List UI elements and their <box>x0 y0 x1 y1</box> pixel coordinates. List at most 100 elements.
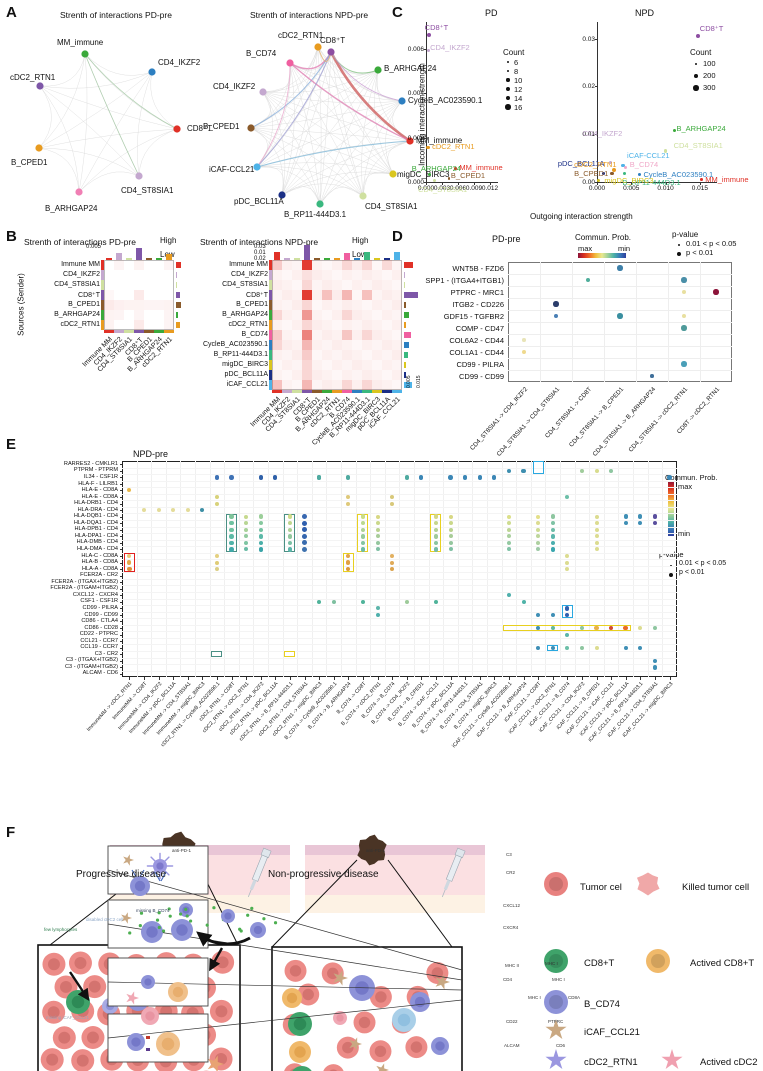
panel-f-legend-label-7: Actived cDC2 <box>700 1057 758 1068</box>
panel-b-npd-cell <box>372 260 382 270</box>
panel-b-npd-colbar-3 <box>303 244 311 260</box>
panel-c-npd-xtickmark-3 <box>699 182 701 185</box>
panel-b-npd-coltick-9 <box>362 390 372 393</box>
panel-b-npd-cell <box>272 380 282 390</box>
panel-b-npd-cell <box>362 320 372 330</box>
panel-e-point-115 <box>536 645 541 650</box>
panel-e-rowtick-11 <box>119 536 122 537</box>
panel-e-point-131 <box>565 632 570 637</box>
panel-e-point-3 <box>126 566 132 572</box>
panel-e-coltick-4 <box>187 677 189 680</box>
panel-e-point-152 <box>638 521 643 526</box>
panel-e-rowlabel-29: C3 - CR2 <box>94 650 118 657</box>
panel-c-pd-yaxis <box>426 22 427 182</box>
panel-b-pd-rowtick-5 <box>101 310 104 320</box>
panel-e-point-52 <box>346 495 351 500</box>
panel-c-npd-point-label-12: migDC_BIRC3 <box>604 176 654 186</box>
panel-b-npd-cell <box>292 330 302 340</box>
panel-c-npd-point-2 <box>602 171 606 175</box>
panel-b-npd-cell <box>292 370 302 380</box>
panel-b-npd-grid <box>272 260 402 390</box>
panel-d-point-13 <box>650 374 654 378</box>
panel-e-rowlabel-19: FCER2A - (ITGAM+ITGB2) <box>50 585 118 592</box>
panel-c-npd-xaxis <box>597 182 717 183</box>
panel-b-npd-cell <box>352 330 362 340</box>
panel-a-node-6: cDC2_RTN1 <box>10 73 56 82</box>
panel-a-node-r-4: migDC_BIRC3 <box>397 170 450 179</box>
panel-f-legend-icon-2 <box>544 949 568 973</box>
panel-d-point-11 <box>521 349 527 355</box>
panel-b-pd-cell <box>134 320 144 330</box>
panel-e-point-128 <box>565 567 570 572</box>
panel-e-rowlabel-20: CXCL12 - CXCR4 <box>72 591 118 598</box>
panel-e-point-50 <box>331 599 336 604</box>
panel-e-point-94 <box>462 475 468 480</box>
panel-d-collabel-txt-4: CD4_ST8SIA1 -> B_ARHGAP24 <box>591 386 658 458</box>
panel-b-npd-cell <box>382 350 392 360</box>
panel-b-npd-cell <box>272 260 282 270</box>
panel-c-title-pd: PD <box>485 8 498 18</box>
panel-a-node-r-11: B_CD74 <box>246 49 277 58</box>
panel-e-coltick-0 <box>129 677 130 680</box>
panel-b-npd-cell <box>382 260 392 270</box>
panel-b-npd-cell <box>372 370 382 380</box>
panel-c-pd-xtickmark-4 <box>490 182 491 185</box>
panel-c-pd-count-dot-2 <box>506 78 510 82</box>
panel-e-coltick-37 <box>669 677 670 680</box>
panel-e-rowtick-30 <box>119 660 122 662</box>
panel-b-npd-cell <box>372 340 382 350</box>
panel-b-npd-cell <box>392 350 402 360</box>
panel-b-npd-rowbar-12 <box>404 381 413 389</box>
panel-d-point-1 <box>586 278 590 282</box>
panel-c-npd-ytickmark-2 <box>594 134 597 136</box>
panel-b-npd-cell <box>292 290 302 300</box>
panel-b-npd-colbar-2 <box>293 258 301 260</box>
panel-e-point-75 <box>390 560 395 565</box>
panel-b-npd-rowtick-11 <box>269 370 272 380</box>
panel-d-rowlabel-3: ITGB2 - CD226 <box>452 300 504 309</box>
panel-b-npd-cell <box>372 380 382 390</box>
panel-b-npd-cell <box>322 380 332 390</box>
panel-b-npd-cell <box>342 260 352 270</box>
panel-e-point-123 <box>550 626 555 631</box>
panel-c-npd-xtick-1: 0.005 <box>623 185 640 192</box>
panel-e-legend-min: min <box>678 529 691 538</box>
panel-b-npd-cell <box>342 340 352 350</box>
panel-e-rowlabel-7: HLA-DRA - CD4 <box>77 506 118 513</box>
panel-d-point-6 <box>554 314 558 318</box>
panel-e-point-136 <box>594 468 599 473</box>
panel-c-npd-point-label-9: CycleB_AC023590.1 <box>643 170 714 180</box>
panel-c-npd-point-label-10: B_RP11-444D3.1 <box>622 177 681 187</box>
panel-c-pd-point-6 <box>432 179 436 183</box>
panel-f-legend-label-4: B_CD74 <box>584 999 620 1010</box>
panel-e-point-141 <box>594 540 599 545</box>
panel-b-npd-coltick-10 <box>372 390 382 393</box>
panel-e-point-153 <box>638 626 643 631</box>
panel-e-point-156 <box>652 521 658 526</box>
panel-b-npd-cell <box>312 380 322 390</box>
panel-e-point-120 <box>550 540 555 546</box>
panel-e-rowlabel-21: CSF1 - CSF1R <box>80 598 118 605</box>
panel-e-rowlabel-15: HLA-B - CD8A <box>81 559 118 566</box>
panel-b-pd-rowbar-4 <box>176 301 182 309</box>
panel-b-npd-cell <box>272 330 282 340</box>
panel-b-npd-colbar-1 <box>283 258 291 260</box>
panel-b-npd-cell <box>302 300 312 310</box>
panel-f-anti-pd1-right: anti-PD-1 <box>366 848 386 853</box>
panel-e-point-126 <box>565 553 570 558</box>
panel-c-pd-point-label-6: CD4_ST8SIA1 <box>418 184 468 194</box>
panel-e-point-55 <box>346 560 351 565</box>
panel-d-legend-title: Commun. Prob. <box>575 233 632 242</box>
panel-e-rowtick-7 <box>119 510 122 511</box>
panel-d-hgrid-9 <box>508 370 732 371</box>
panel-c-npd-ytickmark-0 <box>594 38 597 40</box>
panel-e-point-64 <box>375 514 380 519</box>
panel-b-npd-cell <box>332 290 342 300</box>
panel-e-point-144 <box>594 645 599 650</box>
panel-b-npd-colbar-10 <box>373 258 381 260</box>
panel-d-rowlabel-2: PTPRC - MRC1 <box>450 288 504 297</box>
panel-c-title-npd: NPD <box>635 8 655 18</box>
panel-e-rowlabel-27: CCL21 - CCR7 <box>80 637 118 644</box>
panel-e-rowtick-22 <box>119 608 122 609</box>
panel-e-point-37 <box>287 521 293 526</box>
